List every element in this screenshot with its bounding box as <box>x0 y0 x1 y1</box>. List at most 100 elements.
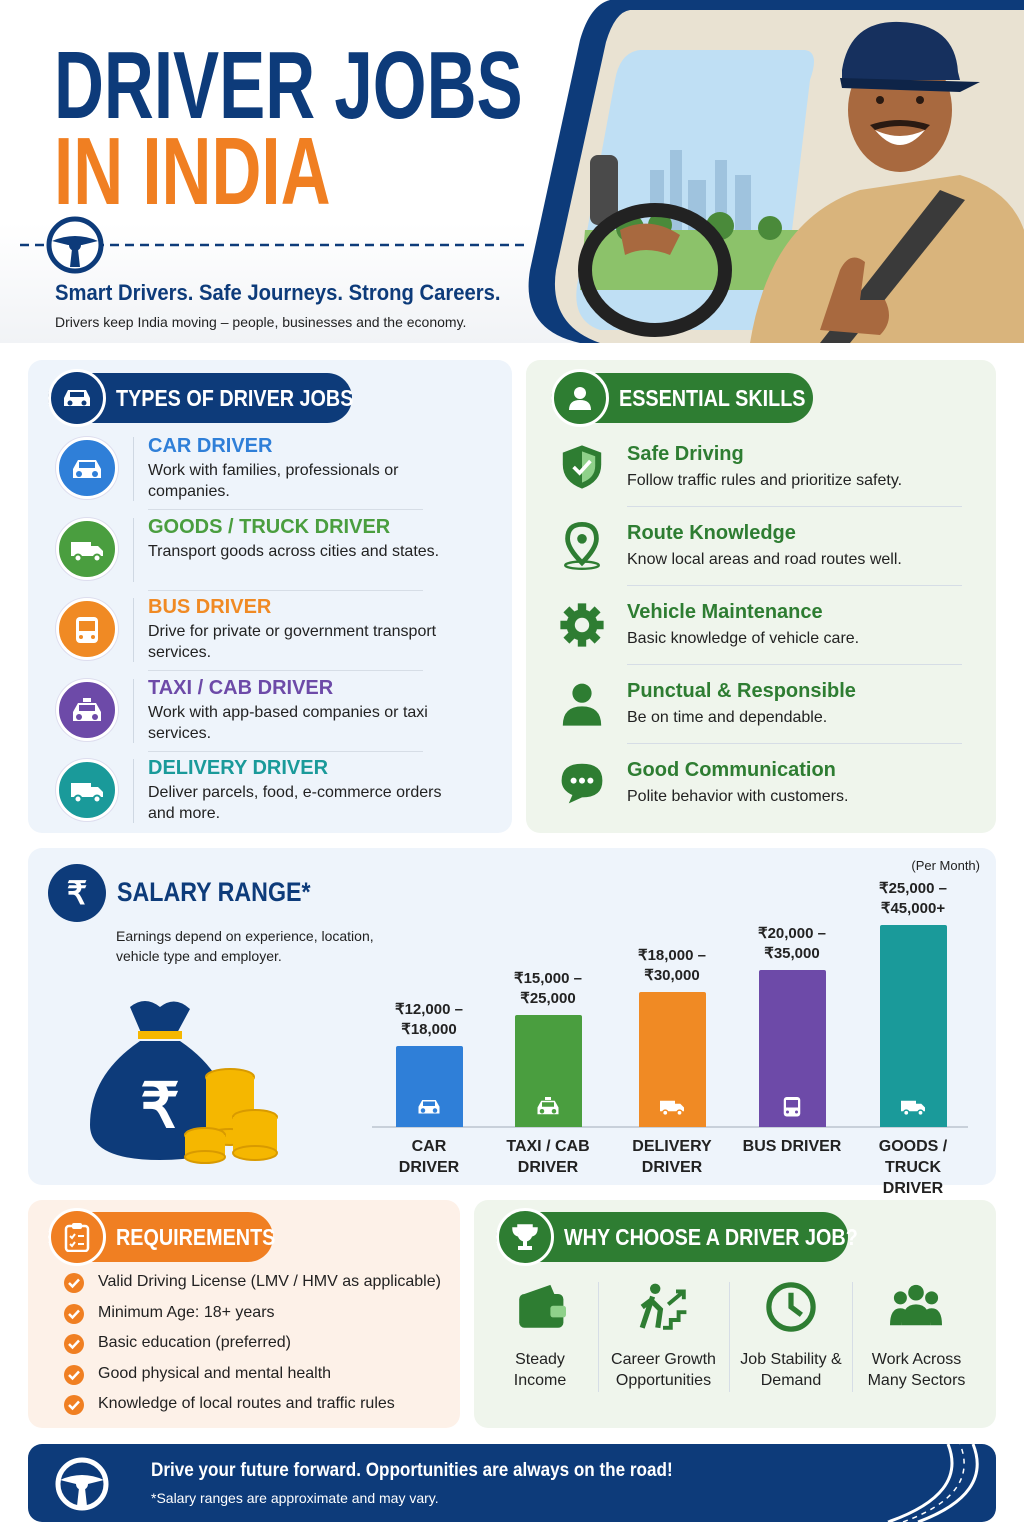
job-icon <box>56 678 118 741</box>
why-item: Work Across Many Sectors <box>867 1351 966 1389</box>
hero-illustration <box>528 0 1024 343</box>
value-label: ₹20,000 – ₹35,000 <box>758 924 826 962</box>
footer-note: *Salary ranges are approximate and may v… <box>151 1490 439 1506</box>
separator <box>627 585 962 586</box>
check-icon <box>63 1394 85 1416</box>
separator <box>148 670 423 671</box>
category-label: BUS DRIVER <box>742 1138 842 1155</box>
job-title: BUS DRIVER <box>148 596 272 618</box>
separator <box>729 1282 730 1392</box>
divider <box>133 598 134 662</box>
check-icon <box>63 1303 85 1325</box>
heading-icon <box>48 1208 106 1266</box>
skill-item: Safe Driving Follow traffic rules and pri… <box>627 443 902 490</box>
job-text: Work with app-based companies or taxi se… <box>148 703 428 742</box>
check-icon <box>63 1333 85 1355</box>
category-label: TAXI / CAB DRIVER <box>506 1138 590 1176</box>
divider <box>133 437 134 501</box>
job-types-heading: TYPES OF DRIVER JOBS <box>48 369 353 427</box>
job-item: BUS DRIVER Drive for private or governmen… <box>148 596 468 663</box>
why-icon <box>637 1281 689 1333</box>
job-types-panel <box>28 360 512 833</box>
separator <box>627 743 962 744</box>
footer: Drive your future forward. Opportunities… <box>28 1444 996 1522</box>
separator <box>148 750 423 752</box>
skill-title: Good Communication <box>627 759 836 781</box>
skill-icon <box>558 443 606 491</box>
why-icon <box>890 1281 942 1333</box>
heading-icon <box>551 369 609 427</box>
skills-panel <box>526 360 996 833</box>
job-text: Transport goods across cities and states… <box>148 542 440 560</box>
category-label: CAR DRIVER <box>398 1138 460 1176</box>
skill-item: Good Communication Polite behavior with c… <box>627 759 848 806</box>
skill-text: Know local areas and road routes well. <box>627 551 902 568</box>
heading-icon <box>48 369 106 427</box>
footer-headline: Drive your future forward. Opportunities… <box>151 1460 673 1481</box>
check-icon <box>63 1364 85 1386</box>
requirement: Good physical and mental health <box>98 1364 332 1382</box>
baseline <box>372 1126 968 1128</box>
job-text: Deliver parcels, food, e-commerce orders… <box>148 784 442 822</box>
job-icon <box>56 759 118 821</box>
salary-title: SALARY RANGE* <box>117 877 342 908</box>
check-icon <box>63 1272 85 1294</box>
skill-title: Vehicle Maintenance <box>627 601 823 623</box>
skill-text: Be on time and dependable. <box>627 709 828 726</box>
skill-text: Follow traffic rules and prioritize safe… <box>627 472 903 489</box>
skill-icon <box>558 680 606 728</box>
job-item: TAXI / CAB DRIVER Work with app-based com… <box>148 677 468 744</box>
job-title: GOODS / TRUCK DRIVER <box>148 515 391 538</box>
bar <box>758 969 826 1127</box>
divider <box>133 678 134 743</box>
category-label: DELIVERY DRIVER <box>632 1138 712 1176</box>
job-title: TAXI / CAB DRIVER <box>148 676 334 699</box>
svg-text:₹: ₹ <box>67 875 87 911</box>
title-line1: DRIVER JOBS <box>54 38 705 134</box>
separator <box>148 509 423 510</box>
salary-note: (Per Month) <box>911 858 980 873</box>
divider <box>20 216 525 274</box>
title-line2: IN INDIA <box>54 124 438 220</box>
job-icon <box>56 517 118 580</box>
why-item: Career Growth Opportunities <box>611 1351 716 1389</box>
separator <box>627 664 962 665</box>
bar <box>514 1014 582 1127</box>
subtitle: Drivers keep India moving – people, busi… <box>55 314 467 330</box>
bar <box>395 1046 463 1127</box>
separator <box>148 589 423 591</box>
heading-text: REQUIREMENTS <box>116 1223 276 1250</box>
value-label: ₹25,000 – ₹45,000+ <box>879 880 947 917</box>
rupee-icon: ₹ <box>48 864 106 922</box>
skill-title: Safe Driving <box>627 443 744 465</box>
heading-icon <box>496 1208 554 1266</box>
skill-icon <box>558 759 606 807</box>
job-item: DELIVERY DRIVER Deliver parcels, food, e-… <box>148 757 468 824</box>
job-title: DELIVERY DRIVER <box>148 757 329 779</box>
svg-text:₹: ₹ <box>140 1072 179 1141</box>
heading-text: WHY CHOOSE A DRIVER JOB? <box>564 1223 858 1250</box>
why-heading: WHY CHOOSE A DRIVER JOB? <box>496 1208 858 1266</box>
separator <box>627 506 962 507</box>
job-title: CAR DRIVER <box>148 435 273 457</box>
skill-item: Punctual & Responsible Be on time and dep… <box>627 680 856 727</box>
skill-item: Vehicle Maintenance Basic knowledge of ve… <box>627 601 859 648</box>
job-item: CAR DRIVER Work with families, profession… <box>148 435 468 502</box>
bar <box>638 992 706 1127</box>
requirements-heading: REQUIREMENTS <box>48 1208 276 1266</box>
value-label: ₹12,000 – ₹18,000 <box>395 1001 463 1039</box>
skill-title: Route Knowledge <box>627 522 796 544</box>
skills-heading: ESSENTIAL SKILLS <box>551 369 813 427</box>
requirement: Valid Driving License (LMV / HMV as appl… <box>98 1273 441 1290</box>
value-label: ₹15,000 – ₹25,000 <box>514 969 582 1007</box>
skill-item: Route Knowledge Know local areas and road… <box>627 522 902 569</box>
why-icon <box>514 1281 566 1333</box>
bar <box>879 925 947 1127</box>
tagline: Smart Drivers. Safe Journeys. Strong Car… <box>55 280 539 306</box>
title-text: IN INDIA <box>54 118 331 225</box>
skill-text: Basic knowledge of vehicle care. <box>627 630 860 647</box>
job-icon <box>56 437 118 499</box>
category-label: GOODS / TRUCK DRIVER <box>878 1138 948 1197</box>
road <box>887 1444 979 1522</box>
